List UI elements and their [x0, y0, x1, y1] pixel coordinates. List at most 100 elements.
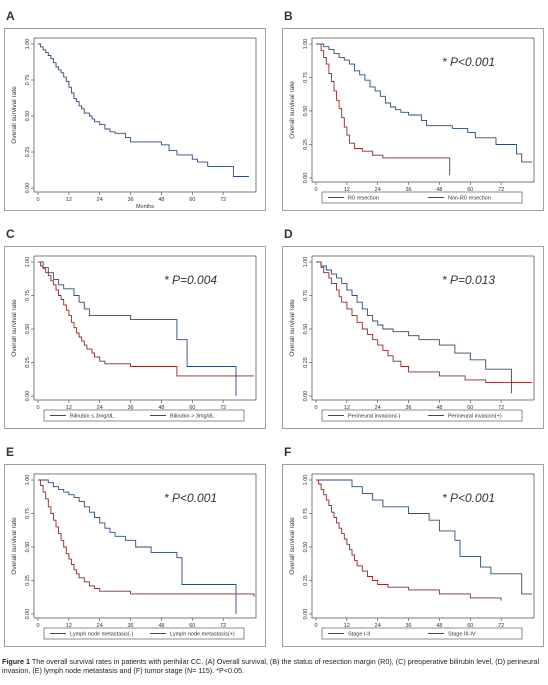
y-tick-label: 1.00	[25, 475, 31, 486]
plot-area	[311, 255, 535, 401]
km-chart-d: D0.000.250.500.751.000122436486072Months…	[282, 227, 544, 429]
x-tick-label: 72	[220, 405, 226, 411]
y-tick-label: 0.00	[303, 391, 309, 402]
y-tick-label: 0.50	[303, 542, 309, 553]
x-tick-label: 48	[436, 405, 442, 411]
y-tick-label: 0.25	[25, 575, 31, 586]
y-tick-label: 1.00	[303, 257, 309, 268]
x-tick-label: 0	[314, 623, 317, 629]
y-tick-label: 0.75	[303, 508, 309, 519]
km-chart-c: C0.000.250.500.751.000122436486072Months…	[4, 227, 266, 429]
legend-label: Lymph node metastasis(-)	[70, 632, 134, 638]
legend-box	[43, 627, 245, 640]
survival-curve-1	[316, 43, 532, 163]
panel-letter: D	[284, 227, 293, 241]
x-axis-label: Months	[136, 204, 154, 210]
panel-letter: E	[6, 445, 14, 459]
x-tick-label: 60	[189, 623, 195, 629]
figure-label: Figure 1	[2, 657, 30, 666]
x-tick-label: 48	[158, 405, 164, 411]
survival-curve-1	[316, 261, 512, 394]
x-tick-label: 0	[36, 623, 39, 629]
legend-label: R0 resection	[348, 196, 379, 202]
y-axis-label: Overall survival rate	[11, 517, 18, 575]
panel-frame	[282, 464, 544, 647]
y-axis-label: Overall survival rate	[11, 86, 18, 144]
legend-label: Perineural invasion(+)	[448, 414, 502, 420]
y-tick-label: 0.00	[25, 391, 31, 402]
survival-curve-2	[316, 479, 502, 601]
x-tick-label: 12	[344, 405, 350, 411]
legend-label: Stage III-IV	[448, 632, 476, 638]
panel-frame	[4, 246, 266, 429]
x-tick-label: 0	[314, 405, 317, 411]
legend-label: Non-R0 resection	[448, 196, 491, 202]
x-tick-label: 60	[189, 405, 195, 411]
km-chart-f: F0.000.250.500.751.000122436486072Months…	[282, 445, 544, 647]
y-tick-label: 0.00	[25, 609, 31, 620]
legend-label: Stage I-II	[348, 632, 371, 638]
survival-curve-2	[316, 43, 451, 176]
y-tick-label: 0.75	[303, 72, 309, 83]
y-tick-label: 0.50	[25, 324, 31, 335]
panel-frame	[282, 28, 544, 211]
panel-d: D0.000.250.500.751.000122436486072Months…	[282, 222, 544, 429]
legend-label: Bilirubin > 3mg/dL	[170, 414, 214, 420]
y-tick-label: 1.00	[25, 39, 31, 50]
caption-text: The overall survival rates in patients w…	[2, 657, 540, 675]
km-chart-e: E0.000.250.500.751.000122436486072Months…	[4, 445, 266, 647]
y-tick-label: 0.25	[303, 357, 309, 368]
survival-curve-2	[38, 479, 255, 597]
y-tick-label: 0.25	[25, 147, 31, 158]
survival-curve-1	[316, 479, 532, 595]
figure-caption: Figure 1 The overall survival rates in p…	[2, 657, 546, 675]
x-tick-label: 0	[36, 405, 39, 411]
legend-label: Perineural invasion(-)	[348, 414, 400, 420]
x-tick-label: 0	[314, 187, 317, 193]
y-axis-label: Overall survival rate	[289, 517, 296, 575]
x-tick-label: 12	[344, 187, 350, 193]
plot-area	[311, 37, 535, 183]
x-tick-label: 48	[158, 197, 164, 203]
x-tick-label: 0	[36, 197, 39, 203]
y-tick-label: 0.25	[303, 139, 309, 150]
legend-box	[43, 409, 245, 422]
x-tick-label: 12	[66, 197, 72, 203]
survival-curve-1	[38, 261, 237, 396]
x-tick-label: 12	[66, 623, 72, 629]
y-tick-label: 1.00	[25, 257, 31, 268]
y-tick-label: 0.75	[25, 75, 31, 86]
x-tick-label: 36	[406, 405, 412, 411]
plot-area	[33, 473, 257, 619]
panel-letter: C	[6, 227, 15, 241]
p-value: * P<0.001	[164, 491, 217, 505]
km-chart-a: A 0.00 0.25 0.50 0.75 1.00 0 12 24 36 48 60 72 Months…	[4, 9, 266, 211]
p-value: * P<0.001	[442, 491, 495, 505]
panel-frame	[4, 464, 266, 647]
x-tick-label: 48	[436, 187, 442, 193]
x-tick-label: 60	[467, 623, 473, 629]
x-tick-label: 36	[128, 197, 134, 203]
plot-area	[33, 255, 257, 401]
y-tick-label: 0.00	[303, 609, 309, 620]
panel-letter: B	[284, 9, 293, 23]
x-tick-label: 60	[467, 187, 473, 193]
panel-e: E0.000.250.500.751.000122436486072Months…	[4, 440, 266, 647]
legend-box	[321, 409, 523, 422]
x-tick-label: 24	[97, 623, 103, 629]
y-tick-label: 0.50	[25, 111, 31, 122]
legend-box	[321, 191, 523, 204]
panel-c: C0.000.250.500.751.000122436486072Months…	[4, 222, 266, 429]
x-tick-label: 36	[128, 623, 134, 629]
x-tick-label: 72	[498, 187, 504, 193]
x-tick-label: 24	[375, 623, 381, 629]
y-tick-label: 0.50	[303, 324, 309, 335]
y-tick-label: 0.50	[303, 106, 309, 117]
x-tick-label: 48	[436, 623, 442, 629]
legend-label: Lymph node metastasis(+)	[170, 632, 235, 638]
panel-frame	[4, 28, 266, 211]
panel-frame	[282, 246, 544, 429]
y-tick-label: 0.75	[303, 290, 309, 301]
x-tick-label: 36	[406, 187, 412, 193]
y-tick-label: 0.00	[303, 173, 309, 184]
